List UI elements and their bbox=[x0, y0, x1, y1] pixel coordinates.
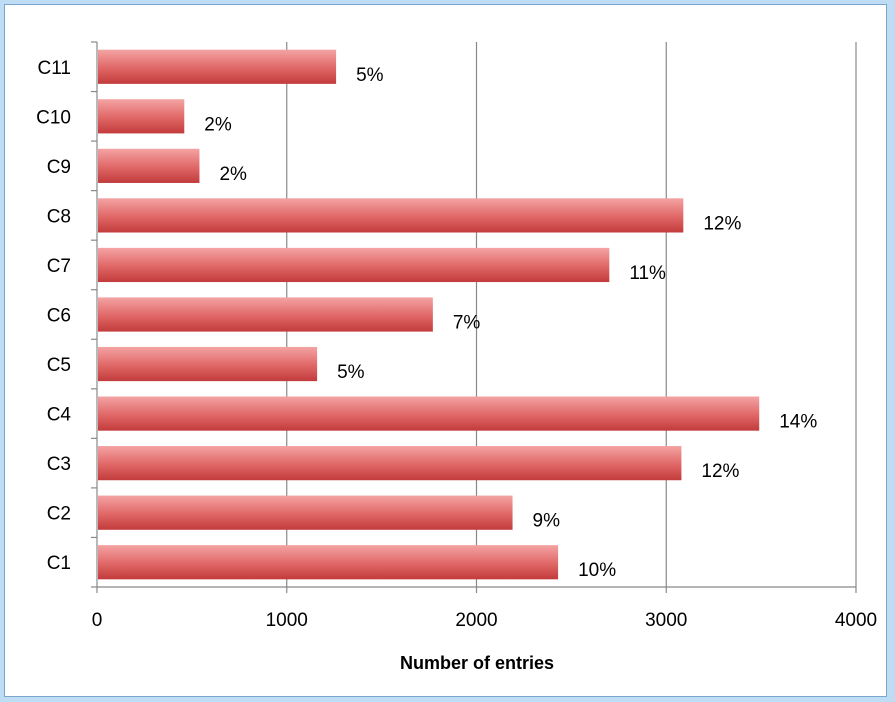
x-tick-label: 3000 bbox=[645, 610, 687, 631]
category-label-c7: C7 bbox=[47, 256, 71, 277]
data-label-c7: 11% bbox=[629, 263, 666, 284]
category-label-c6: C6 bbox=[47, 306, 71, 327]
bar-c2 bbox=[98, 495, 513, 530]
data-label-c1: 10% bbox=[578, 560, 616, 581]
data-label-c3: 12% bbox=[701, 461, 739, 482]
bars bbox=[98, 49, 760, 580]
bar-c9 bbox=[98, 148, 200, 183]
labels: 0 1000 2000 3000 4000 C1 10% C2 9% C3 12% C4 14% C5 5%… bbox=[36, 58, 877, 631]
x-tick-label: 2000 bbox=[455, 610, 497, 631]
data-label-c9: 2% bbox=[219, 164, 247, 185]
data-label-c2: 9% bbox=[533, 511, 561, 532]
axes bbox=[91, 41, 857, 593]
bar-chart: 0 1000 2000 3000 4000 C1 10% C2 9% C3 12% C4 14% C5 5%… bbox=[36, 41, 877, 673]
x-axis-title: Number of entries bbox=[400, 653, 554, 673]
x-tick-label: 0 bbox=[92, 610, 103, 631]
category-label-c5: C5 bbox=[47, 355, 71, 376]
chart-frame: 0 1000 2000 3000 4000 C1 10% C2 9% C3 12% C4 14% C5 5%… bbox=[4, 4, 887, 697]
bar-c4 bbox=[98, 396, 760, 431]
bar-c11 bbox=[98, 49, 337, 84]
category-label-c1: C1 bbox=[47, 553, 71, 574]
category-label-c4: C4 bbox=[47, 405, 72, 426]
bar-c6 bbox=[98, 297, 433, 332]
category-label-c9: C9 bbox=[47, 157, 71, 178]
data-label-c5: 5% bbox=[337, 362, 365, 383]
data-label-c8: 12% bbox=[703, 213, 741, 234]
data-label-c11: 5% bbox=[356, 65, 384, 86]
bar-c10 bbox=[98, 99, 185, 134]
bar-c8 bbox=[98, 198, 684, 233]
bar-c7 bbox=[98, 247, 610, 283]
category-label-c2: C2 bbox=[47, 504, 71, 525]
bar-c1 bbox=[98, 545, 559, 580]
data-label-c6: 7% bbox=[453, 313, 481, 334]
category-label-c8: C8 bbox=[47, 206, 71, 227]
category-label-c3: C3 bbox=[47, 454, 71, 475]
category-label-c11: C11 bbox=[38, 58, 71, 79]
x-tick-label: 1000 bbox=[266, 610, 308, 631]
bar-c5 bbox=[98, 346, 318, 382]
data-label-c4: 14% bbox=[779, 412, 817, 433]
category-label-c10: C10 bbox=[36, 107, 71, 128]
x-tick-label: 4000 bbox=[835, 610, 877, 631]
data-label-c10: 2% bbox=[204, 114, 232, 135]
bar-c3 bbox=[98, 446, 682, 481]
